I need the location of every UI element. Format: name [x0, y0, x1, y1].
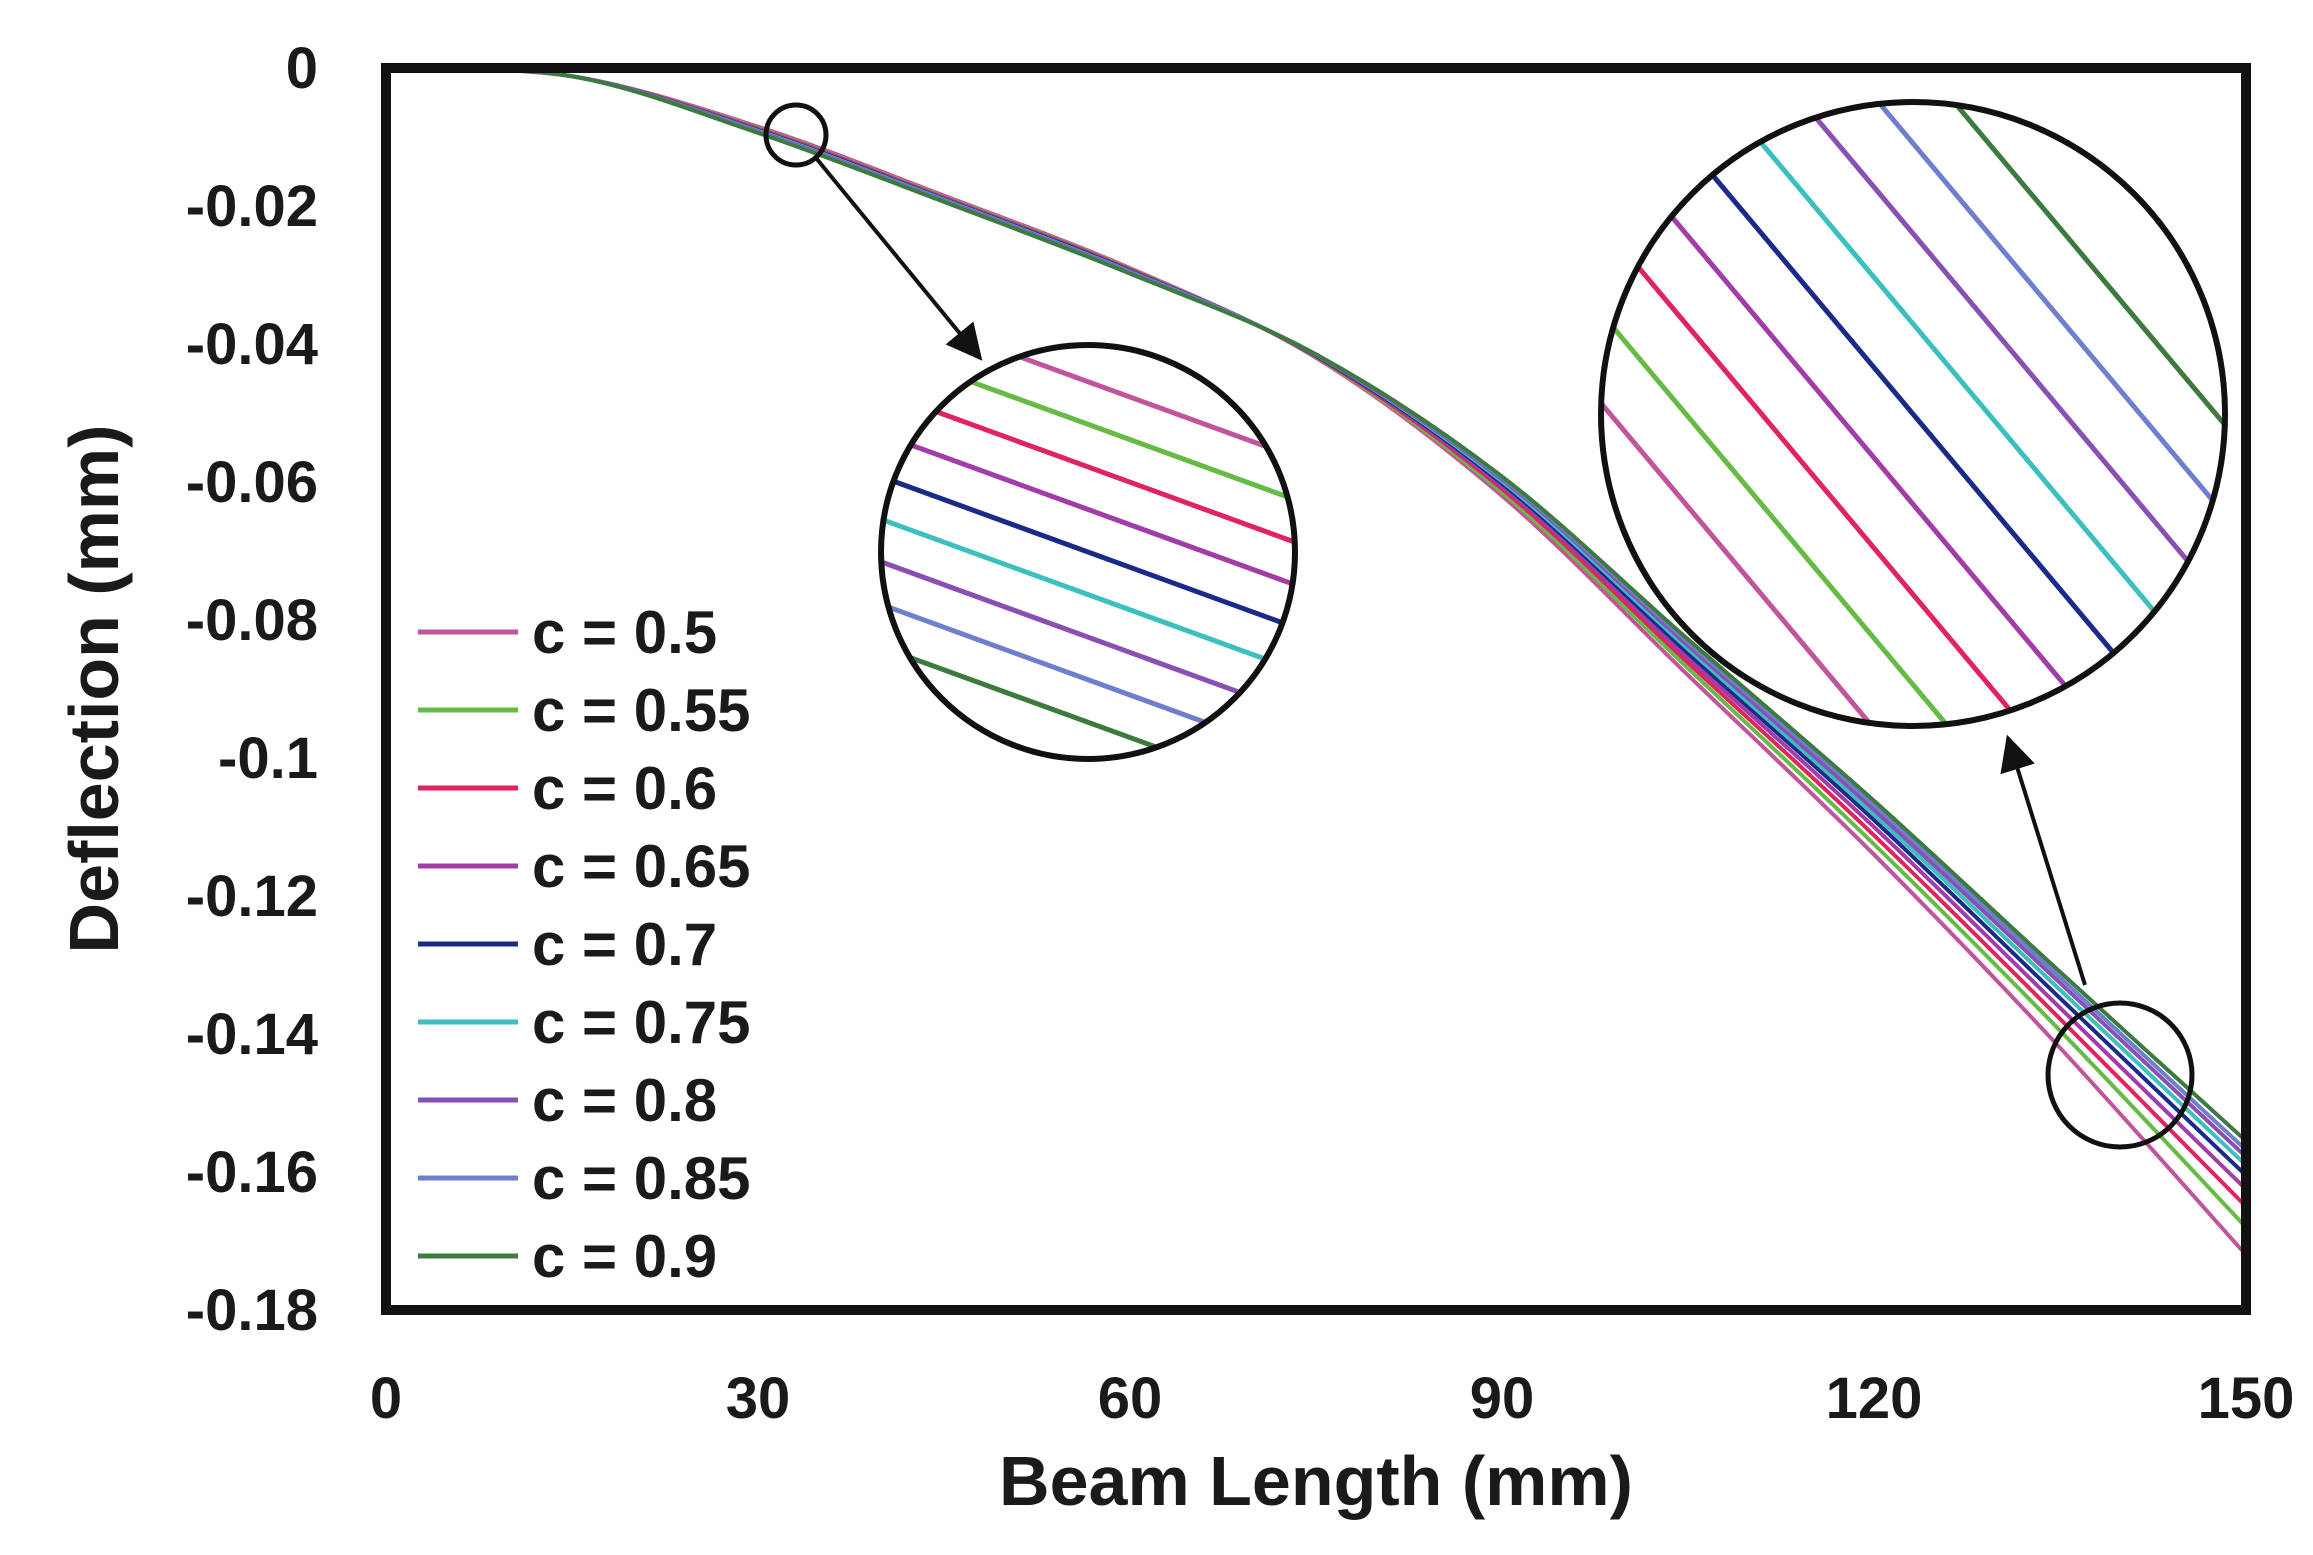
- y-tick-label: -0.16: [186, 1140, 318, 1205]
- x-tick-labels: 0 30 60 90 120 150: [370, 1366, 2295, 1431]
- inset-line: [1601, 176, 2087, 726]
- legend-label: c = 0.6: [532, 755, 717, 822]
- zoom-inset-right: [1598, 99, 2228, 729]
- zoom-arrow-right: [2000, 734, 2087, 986]
- inset-line: [1601, 250, 1998, 726]
- x-axis-title: Beam Length (mm): [999, 1442, 1633, 1520]
- legend-label: c = 0.85: [532, 1145, 751, 1212]
- series-layer: [386, 68, 2246, 1257]
- y-tick-labels: 0 -0.02 -0.04 -0.06 -0.08 -0.1 -0.12 -0.14 -0.16…: [186, 36, 318, 1343]
- y-tick-label: -0.02: [186, 174, 318, 239]
- y-tick-label: -0.06: [186, 450, 318, 515]
- legend-label: c = 0.55: [532, 677, 751, 744]
- inset-line: [881, 495, 1295, 684]
- x-tick-label: 150: [2198, 1366, 2295, 1431]
- y-tick-label: -0.14: [186, 1002, 318, 1067]
- y-axis-title: Deflection (mm): [55, 425, 133, 954]
- inset-line: [1605, 138, 2132, 726]
- inset-line: [881, 420, 1295, 609]
- x-tick-label: 0: [370, 1366, 402, 1431]
- x-tick-label: 120: [1826, 1366, 1923, 1431]
- y-tick-label: -0.12: [186, 864, 318, 929]
- y-tick-label: -0.08: [186, 588, 318, 653]
- x-tick-label: 60: [1098, 1366, 1163, 1431]
- inset-line: [1828, 102, 2225, 578]
- plot-frame: [381, 63, 2251, 1315]
- y-tick-label: -0.1: [218, 726, 318, 791]
- series-line-8: [386, 68, 2246, 1143]
- zoom-arrow-left: [814, 156, 983, 361]
- legend-label: c = 0.5: [532, 599, 717, 666]
- zoom-inset-left-lines: [881, 345, 1295, 759]
- inset-line: [881, 607, 1288, 759]
- inset-line: [1650, 102, 2176, 726]
- inset-line: [881, 457, 1295, 647]
- legend-label: c = 0.7: [532, 911, 717, 978]
- y-tick-label: 0: [286, 36, 318, 101]
- y-tick-label: -0.18: [186, 1278, 318, 1343]
- legend-label: c = 0.65: [532, 833, 751, 900]
- inset-line: [881, 382, 1295, 572]
- zoom-marker-left: [763, 102, 829, 168]
- legend-label: c = 0.8: [532, 1067, 717, 1134]
- legend-label: c = 0.75: [532, 989, 751, 1056]
- zoom-inset-right-lines: [1601, 102, 2225, 726]
- x-tick-label: 30: [726, 1366, 791, 1431]
- x-tick-label: 90: [1470, 1366, 1535, 1431]
- inset-line: [1739, 102, 2225, 652]
- legend-label: c = 0.9: [532, 1223, 717, 1290]
- legend: c = 0.5 c = 0.55 c = 0.6 c = 0.65 c = 0.7 c =…: [418, 599, 751, 1290]
- y-tick-label: -0.04: [186, 312, 318, 377]
- zoom-marker-right: [2045, 1000, 2195, 1150]
- inset-line: [881, 532, 1295, 722]
- inset-line: [888, 345, 1295, 497]
- zoom-inset-left: [878, 342, 1298, 762]
- inset-line: [1694, 102, 2221, 690]
